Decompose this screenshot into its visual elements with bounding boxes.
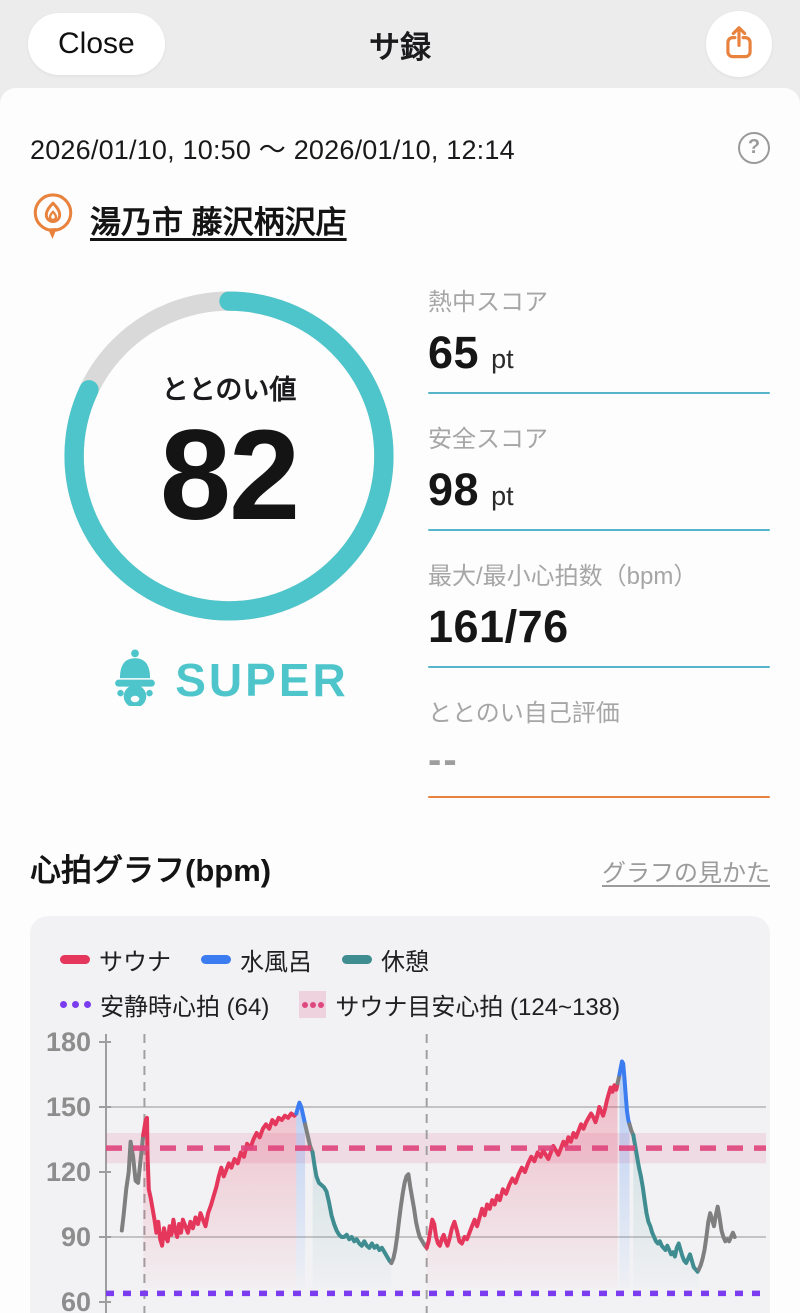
stat-value: 161/76 <box>428 601 569 652</box>
divider <box>428 666 770 668</box>
chart-header: 心拍グラフ(bpm) グラフの見かた <box>30 845 770 890</box>
legend-sauna: サウナ <box>60 942 171 977</box>
venue-row: 湯乃市 藤沢柄沢店 <box>30 191 770 248</box>
share-button[interactable] <box>706 11 772 77</box>
stat-safety-score: 安全スコア 98 pt <box>428 419 770 531</box>
page-title: サ録 <box>369 29 431 65</box>
stat-value: 98 <box>428 464 480 515</box>
help-button[interactable]: ? <box>738 131 770 164</box>
session-sheet: 2026/01/10, 10:50 〜 2026/01/10, 12:14 ? … <box>0 88 800 1313</box>
water-line-swatch <box>201 955 231 964</box>
legend-target-hr: サウナ目安心拍 (124~138) <box>299 987 620 1022</box>
stat-max-min-hr: 最大/最小心拍数（bpm） 161/76 <box>428 556 770 668</box>
flame-bubble-icon <box>30 191 76 248</box>
close-button[interactable]: Close <box>28 13 165 75</box>
gauge-value: 82 <box>159 404 300 548</box>
legend-resting-hr: 安静時心拍 (64) <box>60 987 269 1022</box>
divider <box>428 392 770 394</box>
sauna-line-swatch <box>60 955 90 964</box>
gauge-ring <box>64 291 394 621</box>
top-nav: Close サ録 <box>0 0 800 88</box>
totonoi-gauge: ととのい値 82 SUPER <box>30 280 428 823</box>
date-row: 2026/01/10, 10:50 〜 2026/01/10, 12:14 ? <box>30 128 770 167</box>
heart-rate-chart-card: サウナ 水風呂 休憩 安静時心拍 (64) サウナ目安心拍 (124~138) … <box>30 916 770 1313</box>
rest-line-swatch <box>342 955 372 964</box>
sauna-hat-icon <box>109 648 161 711</box>
svg-text:120: 120 <box>46 1157 91 1187</box>
summary-row: ととのい値 82 SUPER <box>30 280 770 823</box>
share-icon <box>720 24 758 65</box>
svg-text:90: 90 <box>61 1222 91 1252</box>
svg-text:60: 60 <box>61 1287 91 1313</box>
question-icon: ? <box>747 136 761 158</box>
rating-label: SUPER <box>175 653 349 706</box>
chart-section-title: 心拍グラフ(bpm) <box>30 853 272 888</box>
graph-help-link[interactable]: グラフの見かた <box>602 860 770 887</box>
heart-rate-chart: 18015012090601セット2セット <box>46 1032 766 1313</box>
svg-text:180: 180 <box>46 1032 91 1057</box>
stats-column: 熱中スコア 65 pt 安全スコア 98 pt 最大/最小心拍数（bpm） 161/… <box>428 280 770 823</box>
legend-rest: 休憩 <box>342 942 429 977</box>
stat-heat-score: 熱中スコア 65 pt <box>428 282 770 394</box>
gauge-label: ととのい値 <box>161 375 297 406</box>
datetime-range: 2026/01/10, 10:50 〜 2026/01/10, 12:14 <box>30 135 515 165</box>
target-hr-swatch <box>299 991 327 1018</box>
chart-legend: サウナ 水風呂 休憩 安静時心拍 (64) サウナ目安心拍 (124~138) <box>30 942 770 1022</box>
stat-self-rating: ととのい自己評価 -- <box>428 693 770 798</box>
legend-water: 水風呂 <box>201 942 312 977</box>
stat-value: 65 <box>428 327 480 378</box>
venue-link[interactable]: 湯乃市 藤沢柄沢店 <box>90 205 347 240</box>
stat-value: -- <box>428 738 459 782</box>
divider <box>428 529 770 531</box>
divider <box>428 796 770 798</box>
resting-hr-swatch <box>60 1001 91 1008</box>
rating-row: SUPER <box>109 648 348 711</box>
svg-text:150: 150 <box>46 1092 91 1122</box>
